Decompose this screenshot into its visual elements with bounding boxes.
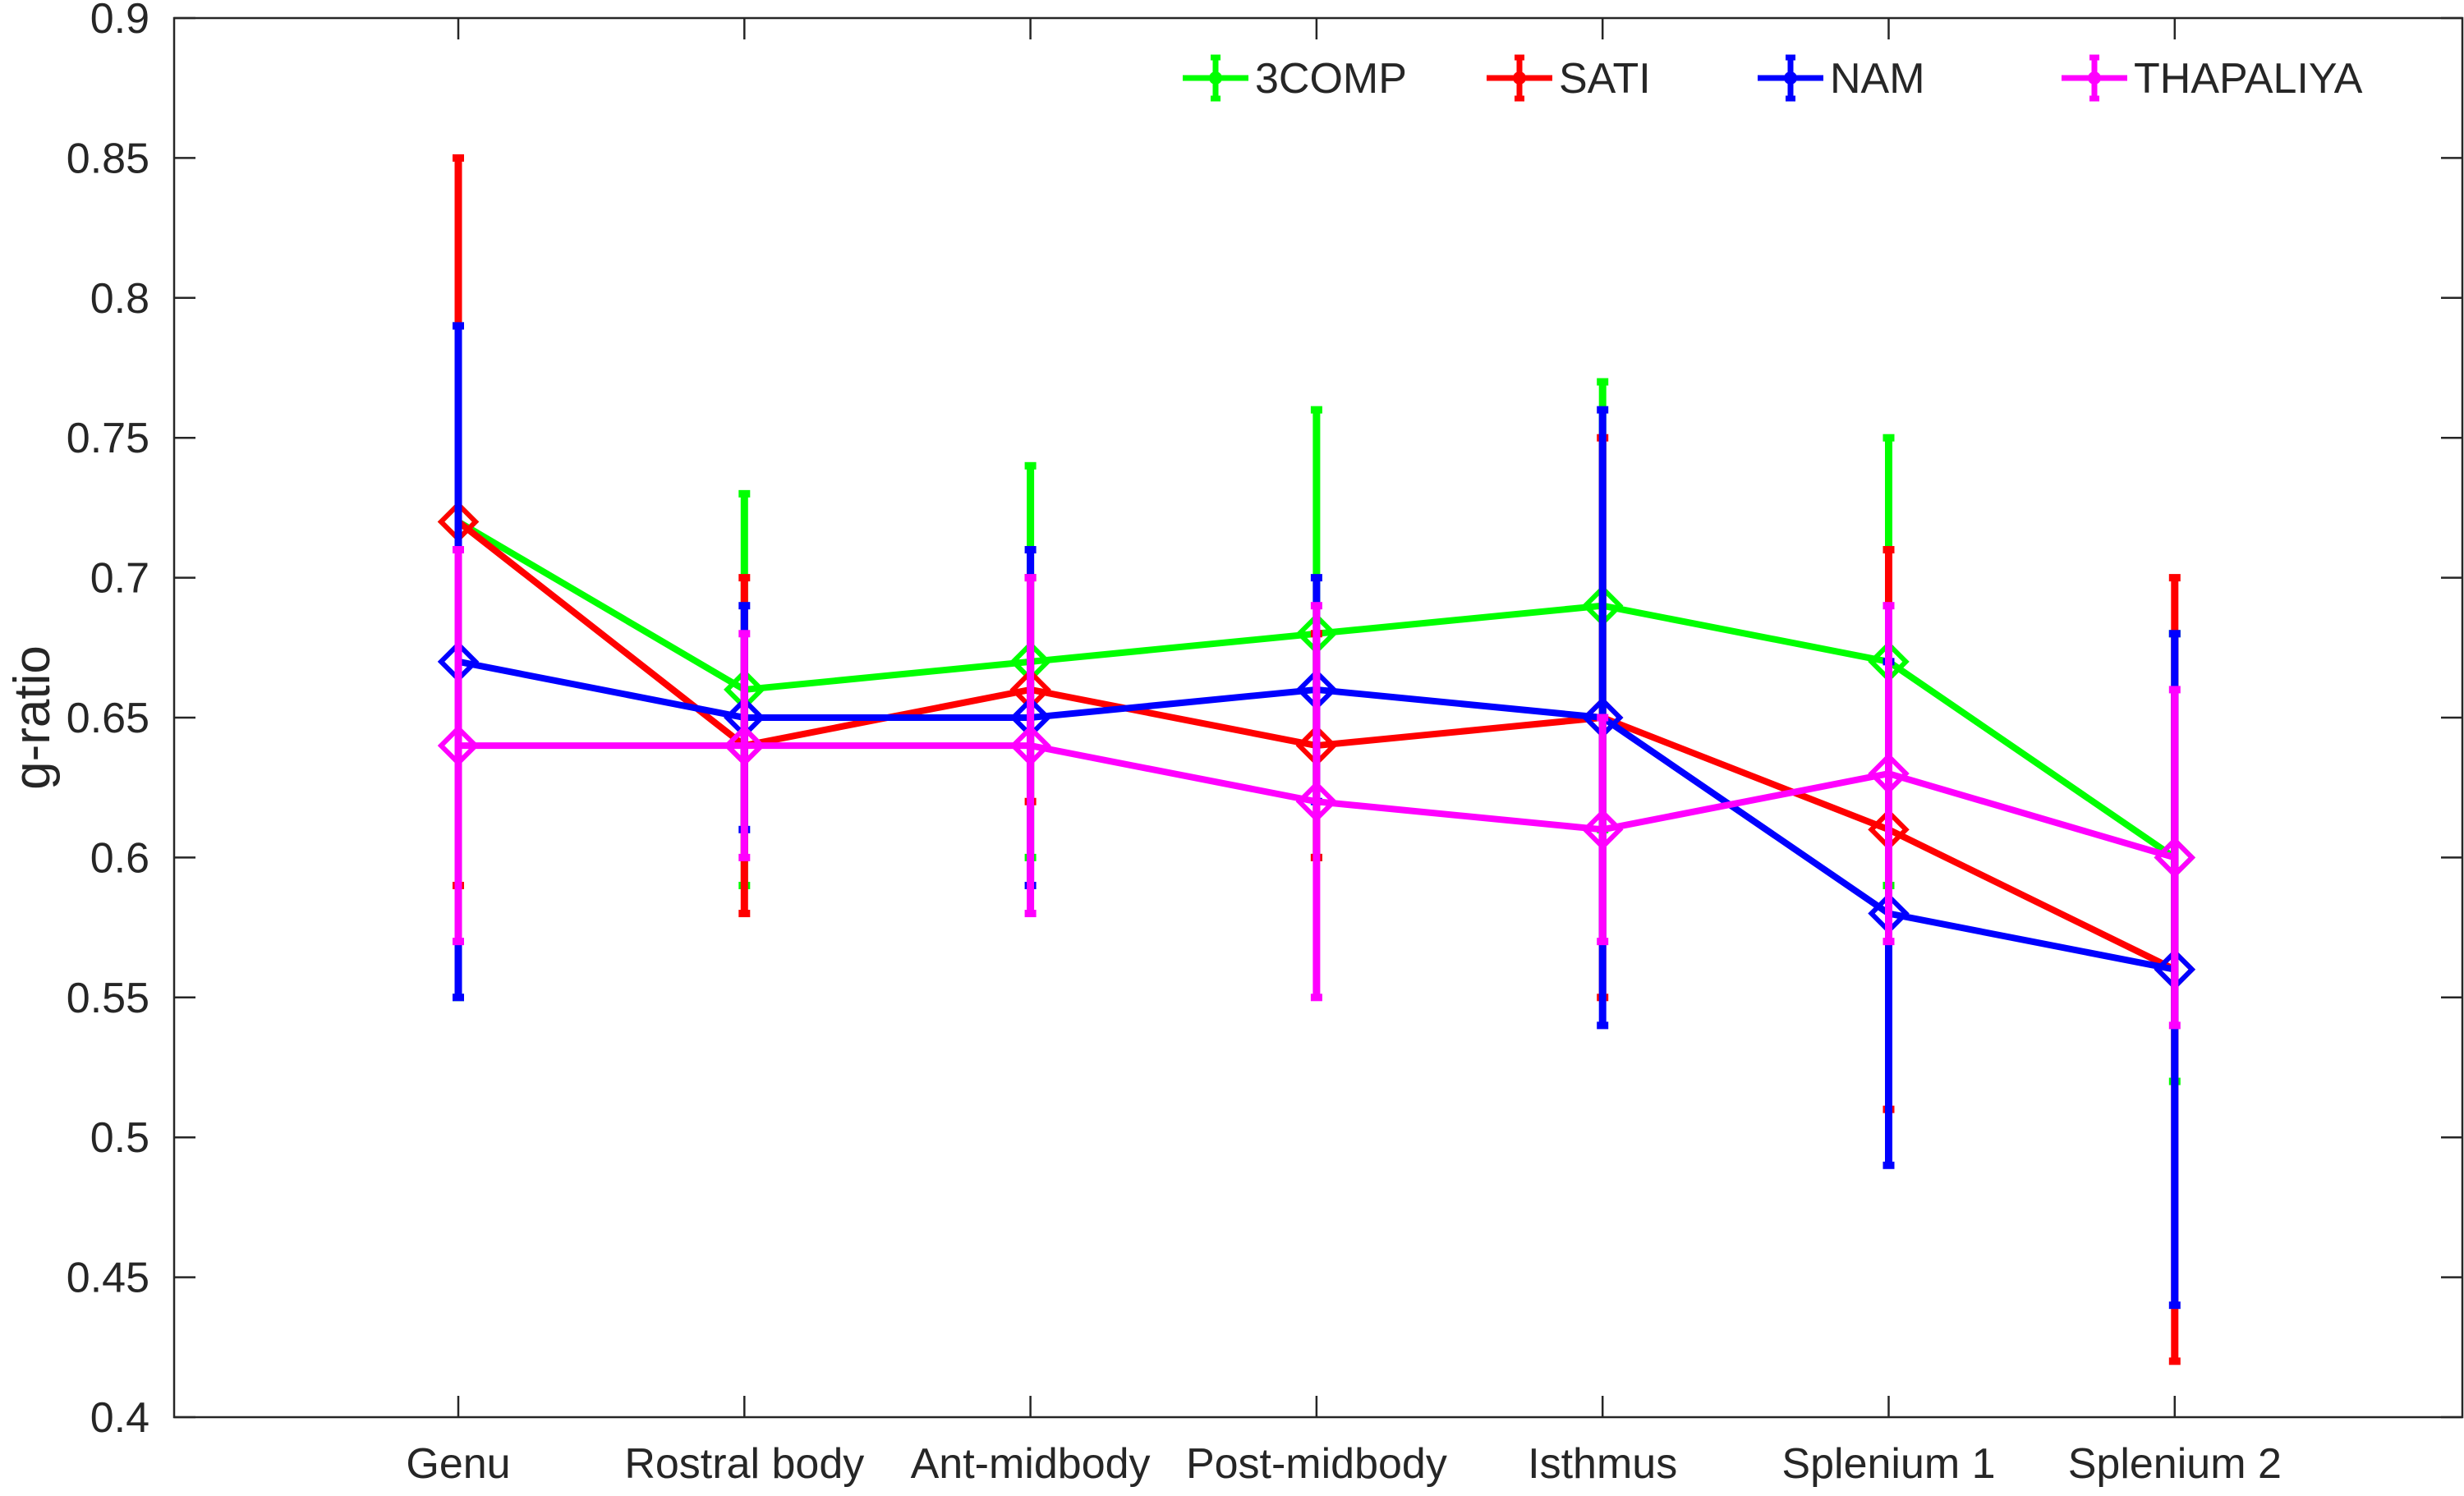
y-tick-label: 0.4 — [90, 1394, 149, 1442]
axes: 0.4 0.45 0.5 0.55 0.6 0.65 0.7 0.75 0.8 0.85 0.9 Ge… — [4, 0, 2464, 1488]
x-tick-label: Splenium 1 — [1781, 1440, 1995, 1488]
y-tick-label: 0.65 — [67, 695, 149, 742]
legend-item-thapaliya: THAPALIYA — [2062, 54, 2363, 103]
data-point-marker — [1009, 724, 1051, 767]
data-point-marker — [724, 724, 765, 767]
data-point-marker — [437, 724, 480, 767]
y-tick-label: 0.85 — [67, 135, 149, 182]
data-point-marker — [1295, 780, 1338, 823]
y-tick-label: 0.8 — [90, 275, 149, 323]
legend-label: 3COMP — [1255, 55, 1407, 103]
y-tick-label: 0.75 — [67, 415, 149, 462]
legend-label: NAM — [1830, 55, 1925, 103]
x-tick-label: Rostral body — [624, 1440, 864, 1488]
x-tick-label: Ant-midbody — [911, 1440, 1151, 1488]
series-layer — [437, 154, 2196, 1365]
series-thapaliya — [437, 546, 2196, 1030]
legend-marker — [1784, 71, 1797, 85]
y-tick-label: 0.6 — [90, 834, 149, 882]
y-axis-title: g-ratio — [4, 645, 61, 790]
y-tick-label: 0.9 — [90, 0, 149, 43]
legend-label: THAPALIYA — [2134, 55, 2363, 103]
legend-marker — [2088, 71, 2101, 85]
legend-item-nam: NAM — [1758, 54, 1925, 103]
legend-marker — [1209, 71, 1222, 85]
data-point-marker — [1868, 752, 1910, 795]
y-tick-label: 0.55 — [67, 975, 149, 1022]
y-tick-label: 0.45 — [67, 1255, 149, 1302]
legend: 3COMP SATI NAM THAPALIYA — [1183, 54, 2363, 103]
legend-item-3comp: 3COMP — [1183, 54, 1407, 103]
x-tick-label: Genu — [406, 1440, 510, 1488]
data-point-marker — [2154, 837, 2196, 879]
x-tick-label: Post-midbody — [1186, 1440, 1447, 1488]
series-line — [458, 742, 2176, 861]
legend-label: SATI — [1559, 55, 1651, 103]
y-tick-label: 0.7 — [90, 555, 149, 603]
y-tick-label: 0.5 — [90, 1114, 149, 1162]
data-point-marker — [1581, 809, 1624, 851]
x-tick-label: Isthmus — [1528, 1440, 1677, 1488]
legend-item-sati: SATI — [1487, 54, 1651, 103]
legend-marker — [1513, 71, 1526, 85]
x-tick-label: Splenium 2 — [2068, 1440, 2282, 1488]
